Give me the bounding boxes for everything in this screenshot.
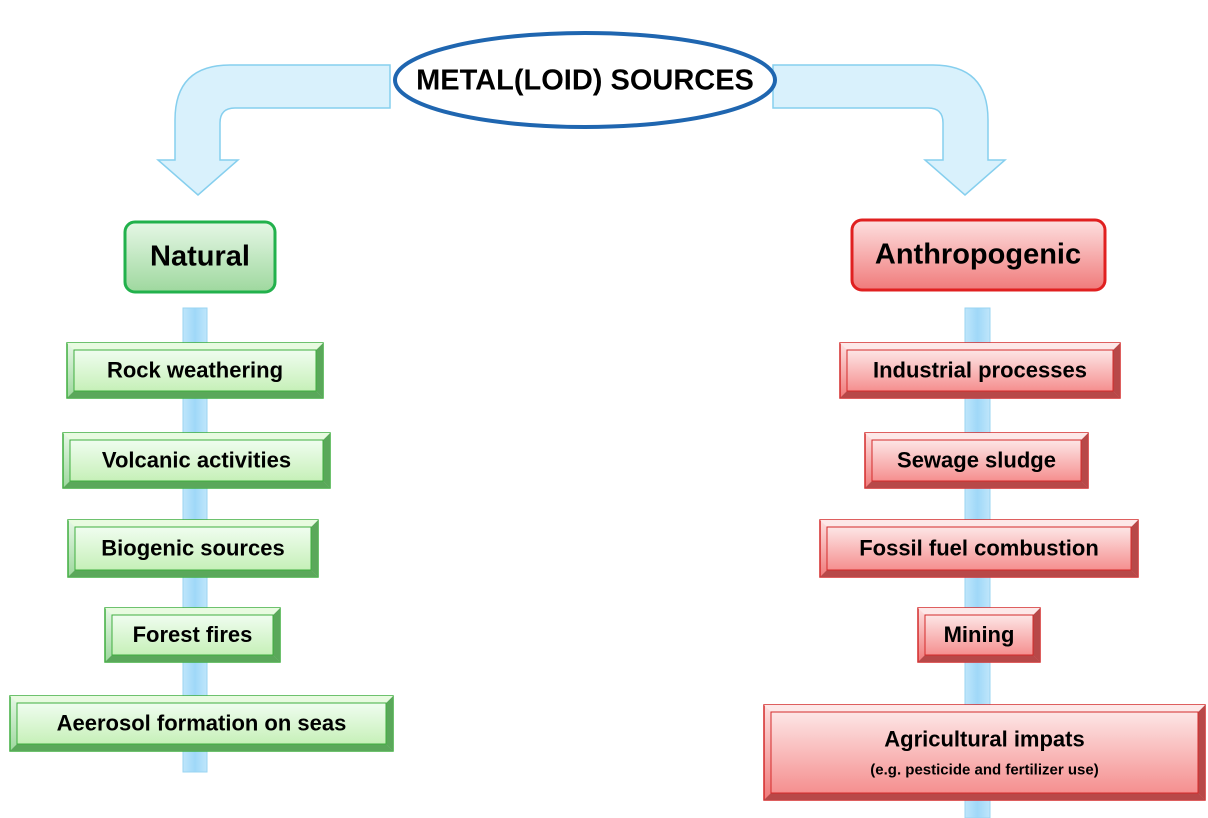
item-label: Fossil fuel combustion bbox=[859, 535, 1099, 560]
bevel bbox=[68, 520, 318, 527]
bevel bbox=[918, 608, 1040, 615]
bevel bbox=[273, 608, 280, 662]
bevel bbox=[840, 391, 1120, 398]
bevel bbox=[1131, 520, 1138, 577]
bevel bbox=[386, 696, 393, 751]
title-ellipse bbox=[393, 31, 777, 129]
item-face bbox=[111, 614, 274, 656]
bevel bbox=[820, 570, 1138, 577]
bevel bbox=[63, 481, 330, 488]
branch-box bbox=[850, 218, 1107, 292]
item-label: Rock weathering bbox=[107, 357, 283, 382]
item-label: Aeerosol formation on seas bbox=[57, 710, 347, 735]
bevel bbox=[68, 570, 318, 577]
bevel bbox=[311, 520, 318, 577]
items: Rock weathering Volcanic activities Biogen… bbox=[9, 342, 1206, 801]
bevel bbox=[323, 433, 330, 488]
item-note: (e.g. pesticide and fertilizer use) bbox=[870, 761, 1098, 778]
item-face bbox=[924, 614, 1034, 656]
item-label: Biogenic sources bbox=[101, 535, 284, 560]
bevel bbox=[10, 744, 393, 751]
branch-label: Natural bbox=[150, 241, 250, 273]
bevel bbox=[67, 343, 323, 350]
bevel bbox=[840, 343, 1120, 350]
item-label: Volcanic activities bbox=[102, 447, 291, 472]
item-face bbox=[846, 349, 1114, 392]
arrow-right bbox=[772, 64, 1007, 196]
bevel bbox=[10, 696, 393, 703]
bevel bbox=[865, 481, 1088, 488]
item-label: Mining bbox=[944, 622, 1015, 647]
bevel bbox=[105, 608, 280, 615]
title: METAL(LOID) SOURCES bbox=[416, 65, 754, 97]
item-face bbox=[826, 526, 1132, 571]
branch-label: Anthropogenic bbox=[875, 239, 1081, 271]
bevel bbox=[865, 433, 1088, 440]
item-label: Sewage sludge bbox=[897, 447, 1056, 472]
item-face bbox=[73, 349, 317, 392]
bevel bbox=[764, 705, 1205, 712]
bevel bbox=[820, 520, 1138, 527]
item-face bbox=[74, 526, 312, 571]
item-face bbox=[69, 439, 324, 482]
bevel bbox=[1033, 608, 1040, 662]
item-face bbox=[770, 711, 1199, 794]
bevel bbox=[1081, 433, 1088, 488]
item-face bbox=[871, 439, 1082, 482]
bevel bbox=[105, 655, 280, 662]
item-label: Forest fires bbox=[133, 622, 253, 647]
item-label: Agricultural impats bbox=[884, 726, 1084, 751]
bevel bbox=[918, 655, 1040, 662]
bevel bbox=[1113, 343, 1120, 398]
bevel bbox=[1198, 705, 1205, 800]
bevel bbox=[764, 793, 1205, 800]
item-face bbox=[16, 702, 387, 745]
bevel bbox=[316, 343, 323, 398]
arrow-left bbox=[156, 64, 391, 196]
item-label: Industrial processes bbox=[873, 357, 1087, 382]
bevel bbox=[63, 433, 330, 440]
bevel bbox=[67, 391, 323, 398]
branch-box bbox=[123, 220, 277, 294]
